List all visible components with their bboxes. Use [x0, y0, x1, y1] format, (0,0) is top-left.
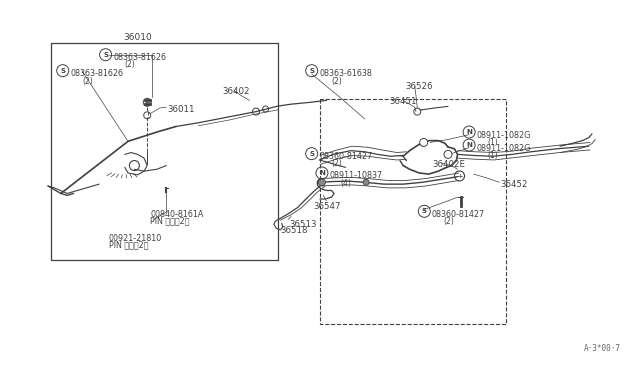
Text: 08363-61638: 08363-61638 [319, 69, 372, 78]
Text: 08911-10837: 08911-10837 [330, 171, 383, 180]
Text: S: S [309, 151, 314, 157]
Text: 08363-81626: 08363-81626 [113, 53, 166, 62]
Text: 36547: 36547 [314, 202, 341, 211]
Text: 08911-1082G: 08911-1082G [477, 144, 531, 153]
Text: 08911-1082G: 08911-1082G [477, 131, 531, 140]
Circle shape [444, 150, 452, 158]
Text: (1): (1) [488, 151, 499, 160]
Text: A·3*00·7: A·3*00·7 [584, 344, 621, 353]
Text: (2): (2) [331, 77, 342, 86]
Text: S: S [103, 52, 108, 58]
Text: 36526: 36526 [405, 82, 433, 91]
Text: (2): (2) [331, 159, 342, 168]
Text: 00921-21810: 00921-21810 [109, 234, 162, 243]
Circle shape [420, 138, 428, 147]
Text: PIN ピン（2）: PIN ピン（2） [150, 217, 190, 225]
Text: 36518: 36518 [280, 226, 308, 235]
Text: N: N [466, 129, 472, 135]
Text: 36402E: 36402E [432, 160, 465, 169]
Text: 36513: 36513 [289, 220, 317, 229]
Text: (2): (2) [82, 77, 93, 86]
Text: PIN ピン（2）: PIN ピン（2） [109, 240, 148, 249]
Text: (4): (4) [340, 179, 351, 187]
Text: (2): (2) [125, 60, 136, 69]
Text: (2): (2) [444, 217, 454, 226]
Text: 08363-81626: 08363-81626 [70, 69, 124, 78]
Text: (1): (1) [488, 138, 499, 147]
Text: 36010: 36010 [124, 33, 152, 42]
Text: N: N [466, 142, 472, 148]
Text: 36402: 36402 [222, 87, 250, 96]
Text: 36011: 36011 [168, 105, 195, 114]
Text: N: N [319, 170, 325, 176]
Text: 36452: 36452 [500, 180, 528, 189]
Text: 36451: 36451 [389, 97, 417, 106]
Text: 00840-8161A: 00840-8161A [150, 210, 204, 219]
Text: S: S [309, 68, 314, 74]
Text: S: S [60, 68, 65, 74]
Text: S: S [422, 208, 427, 214]
Text: 08360-81427: 08360-81427 [319, 152, 372, 161]
Circle shape [319, 179, 325, 186]
Circle shape [363, 179, 369, 185]
Text: 08360-81427: 08360-81427 [432, 210, 485, 219]
